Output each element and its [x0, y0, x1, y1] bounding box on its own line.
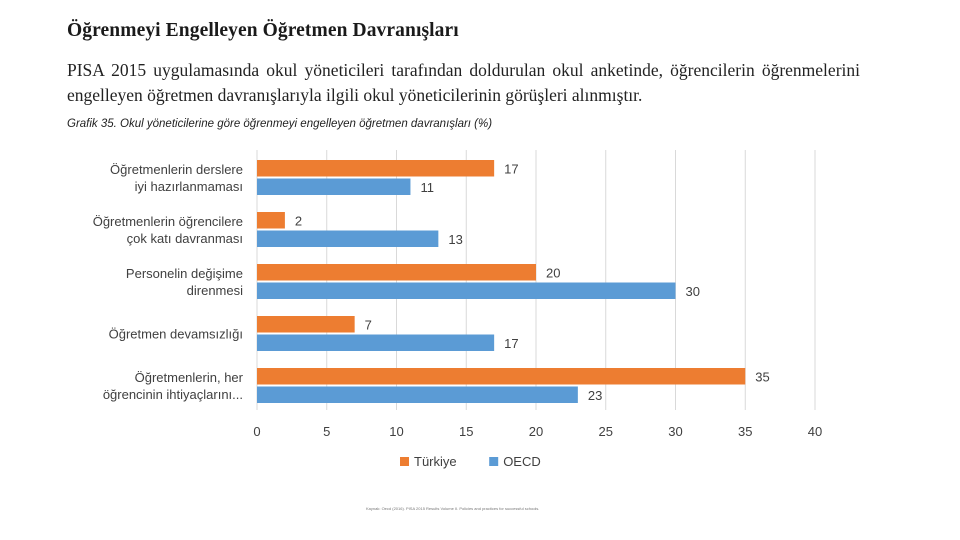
- value-label-oecd: 13: [448, 232, 462, 247]
- bar-turkiye: [257, 316, 355, 333]
- bar-oecd: [257, 334, 495, 351]
- page-title: Öğrenmeyi Engelleyen Öğretmen Davranışla…: [67, 20, 459, 41]
- legend-swatch-turkiye: [400, 457, 409, 466]
- bar-turkiye: [257, 368, 746, 385]
- intro-paragraph: PISA 2015 uygulamasında okul yöneticiler…: [67, 60, 860, 105]
- x-tick-label: 25: [599, 424, 613, 439]
- x-tick-label: 10: [389, 424, 403, 439]
- legend-label-turkiye: Türkiye: [414, 454, 457, 469]
- x-tick-label: 30: [668, 424, 682, 439]
- bar-oecd: [257, 386, 578, 403]
- value-label-oecd: 17: [504, 336, 518, 351]
- x-tick-label: 20: [529, 424, 543, 439]
- category-label: öğrencinin ihtiyaçlarını...: [103, 387, 243, 402]
- legend-swatch-oecd: [489, 457, 499, 466]
- bar-oecd: [257, 230, 439, 247]
- value-label-turkiye: 7: [365, 317, 372, 332]
- bar-turkiye: [257, 212, 285, 229]
- category-label: Öğretmenlerin derslere: [110, 162, 243, 177]
- bar-turkiye: [257, 264, 536, 281]
- value-label-turkiye: 17: [504, 161, 518, 176]
- category-label: Öğretmen devamsızlığı: [109, 327, 243, 342]
- source-footnote: Kaynak: Oecd (2016). PISA 2015 Results V…: [366, 506, 540, 511]
- x-tick-label: 15: [459, 424, 473, 439]
- category-label: Öğretmenlerin öğrencilere: [93, 214, 243, 229]
- value-label-oecd: 30: [686, 284, 700, 299]
- bar-oecd: [257, 178, 411, 195]
- x-tick-label: 40: [808, 424, 822, 439]
- category-label: çok katı davranması: [127, 231, 243, 246]
- bar-oecd: [257, 282, 676, 299]
- value-label-turkiye: 20: [546, 265, 560, 280]
- value-label-turkiye: 35: [755, 369, 769, 384]
- value-label-oecd: 23: [588, 388, 602, 403]
- x-tick-label: 5: [323, 424, 330, 439]
- value-label-turkiye: 2: [295, 213, 302, 228]
- x-tick-label: 35: [738, 424, 752, 439]
- category-label: Öğretmenlerin, her: [135, 370, 244, 385]
- category-label: iyi hazırlanmaması: [135, 179, 243, 194]
- category-label: direnmesi: [187, 283, 243, 298]
- value-label-oecd: 11: [420, 180, 434, 195]
- x-tick-label: 0: [253, 424, 260, 439]
- category-label: Personelin değişime: [126, 266, 243, 281]
- legend-label-oecd: OECD: [503, 454, 541, 469]
- bar-turkiye: [257, 160, 495, 177]
- chart-caption: Grafik 35. Okul yöneticilerine göre öğre…: [67, 118, 493, 130]
